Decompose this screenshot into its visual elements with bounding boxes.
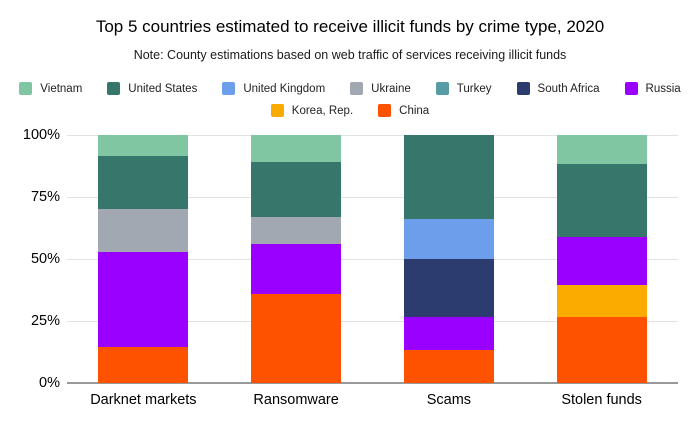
legend-item-russia: Russia (624, 82, 681, 95)
bar-segment-ransomware-russia[interactable] (251, 244, 342, 294)
bar-segment-stolen-funds-vietnam[interactable] (556, 135, 647, 164)
chart-subtitle: Note: County estimations based on web tr… (133, 48, 567, 62)
legend-swatch-icon (222, 82, 236, 95)
bar-segment-stolen-funds-china[interactable] (556, 317, 647, 383)
chart-title: Top 5 countries estimated to receive ill… (95, 17, 605, 36)
y-axis-tick-label: 50% (30, 251, 60, 267)
legend-item-ukraine: Ukraine (350, 82, 411, 95)
bar-segment-darknet-markets-ukraine[interactable] (98, 209, 189, 252)
legend-row: Korea, Rep. China (0, 103, 700, 118)
legend-swatch-icon (378, 104, 392, 117)
x-axis-labels: Darknet markets Ransomware Scams Stolen fun… (67, 392, 678, 408)
bar-column-ransomware (220, 135, 373, 383)
bar-segment-stolen-funds-united-states[interactable] (556, 163, 647, 237)
legend-label: Korea, Rep. (291, 104, 354, 117)
legend-label: Vietnam (40, 82, 83, 95)
stacked-bar-stolen-funds (556, 135, 647, 383)
legend-label: United Kingdom (243, 82, 326, 95)
legend-swatch-icon (435, 82, 449, 95)
legend-swatch-icon (624, 82, 638, 95)
y-axis-tick-label: 0% (39, 375, 60, 391)
stacked-bar-ransomware (251, 135, 342, 383)
gridline (67, 197, 678, 198)
bar-segment-ransomware-united-states[interactable] (251, 162, 342, 217)
stacked-bar-darknet-markets (98, 135, 189, 383)
legend-item-united-kingdom: United Kingdom (222, 82, 325, 95)
legend-swatch-icon (19, 82, 33, 95)
x-axis-category-label: Scams (426, 392, 472, 408)
x-axis-category-label: Stolen funds (561, 392, 642, 408)
bar-column-stolen-funds (525, 135, 678, 383)
bar-segment-scams-united-states[interactable] (403, 135, 494, 220)
bar-segment-ransomware-vietnam[interactable] (251, 135, 342, 163)
legend-label: Russia (645, 82, 681, 95)
bar-segment-darknet-markets-china[interactable] (98, 347, 189, 383)
legend-swatch-icon (270, 104, 284, 117)
legend-item-united-states: United States (107, 82, 197, 95)
bar-segment-ransomware-ukraine[interactable] (251, 216, 342, 245)
legend-item-south-africa: South Africa (516, 82, 600, 95)
legend-item-turkey: Turkey (435, 82, 492, 95)
bar-segment-stolen-funds-russia[interactable] (556, 236, 647, 286)
gridline (67, 259, 678, 260)
bars-container (67, 135, 678, 383)
bar-segment-ransomware-china[interactable] (251, 293, 342, 383)
legend-swatch-icon (516, 82, 530, 95)
bar-column-scams (373, 135, 526, 383)
legend-swatch-icon (107, 82, 121, 95)
legend-item-vietnam: Vietnam (19, 82, 82, 95)
legend-label: Turkey (456, 82, 492, 95)
x-axis-category-label: Darknet markets (90, 392, 197, 408)
bar-segment-scams-united-kingdom[interactable] (403, 219, 494, 260)
bar-column-darknet-markets (67, 135, 220, 383)
legend-row: Vietnam United States United Kingdom Ukrain… (0, 81, 700, 96)
bar-segment-scams-china[interactable] (403, 349, 494, 383)
gridline (67, 135, 678, 136)
bar-segment-scams-russia[interactable] (403, 317, 494, 350)
bar-segment-scams-south-africa[interactable] (403, 259, 494, 318)
bar-segment-stolen-funds-korea-rep[interactable] (556, 285, 647, 318)
bar-segment-darknet-markets-russia[interactable] (98, 251, 189, 348)
y-axis-tick-label: 100% (22, 127, 60, 143)
gridline (67, 321, 678, 322)
stacked-bar-scams (403, 135, 494, 383)
legend-label: Ukraine (371, 82, 411, 95)
legend-item-china: China (378, 104, 429, 117)
y-axis-tick-label: 75% (30, 189, 60, 205)
x-axis-line (67, 382, 678, 384)
legend-item-korea-rep: Korea, Rep. (270, 104, 354, 117)
legend-label: South Africa (537, 82, 600, 95)
legend-label: United States (128, 82, 198, 95)
legend-swatch-icon (350, 82, 364, 95)
legend: Vietnam United States United Kingdom Ukrain… (0, 81, 700, 125)
bar-segment-darknet-markets-vietnam[interactable] (98, 135, 189, 157)
legend-label: China (399, 104, 430, 117)
x-axis-category-label: Ransomware (253, 392, 339, 408)
y-axis-tick-label: 25% (30, 313, 60, 329)
bar-segment-darknet-markets-united-states[interactable] (98, 156, 189, 210)
